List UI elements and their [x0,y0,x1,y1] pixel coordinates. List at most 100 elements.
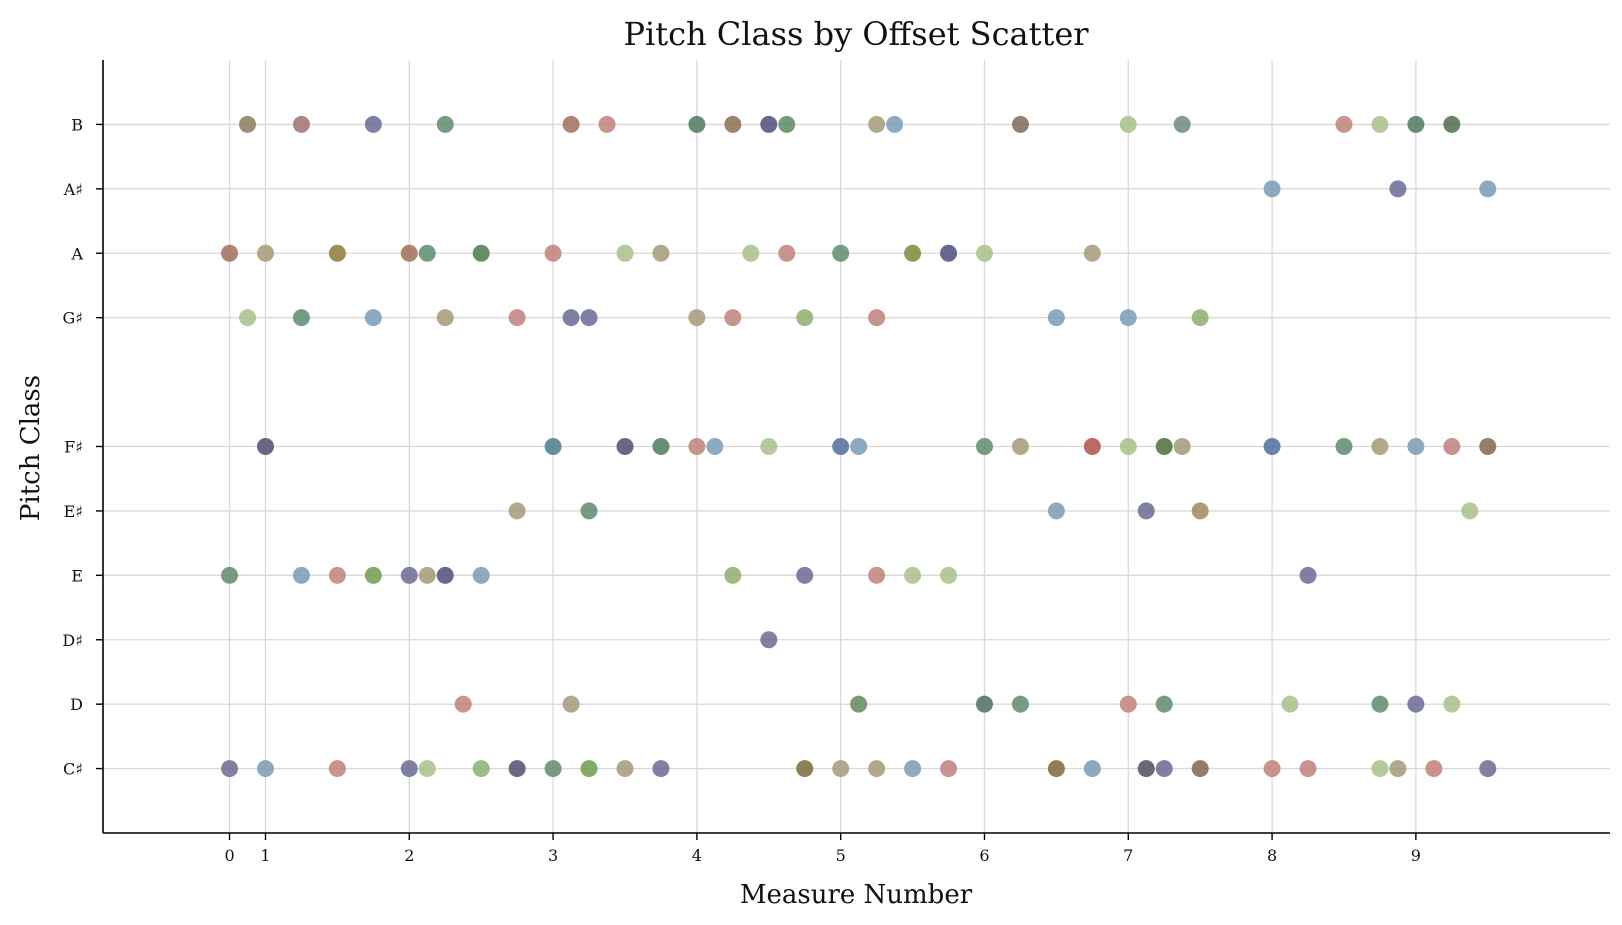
scatter-point [256,760,274,778]
x-tick-label: 7 [1123,846,1133,865]
scatter-point [1479,760,1497,778]
scatter-point [1119,309,1137,327]
scatter-point [418,566,436,584]
scatter-point [1443,695,1461,713]
scatter-point [904,760,922,778]
scatter-point [778,115,796,133]
scatter-point [454,695,472,713]
y-axis-label: Pitch Class [16,375,46,521]
y-tick-label: A [70,244,83,263]
scatter-point [1443,438,1461,455]
scatter-point [1407,695,1425,713]
scatter-point [868,760,886,778]
scatter-point [364,566,382,584]
scatter-point [1083,244,1101,262]
scatter-point [1011,438,1029,455]
y-tick-label: F♯ [64,438,83,457]
scatter-point [1155,760,1173,778]
x-tick-label: 3 [548,846,558,865]
scatter-point [652,438,670,455]
scatter-point [975,244,993,262]
scatter-point [1389,760,1407,778]
scatter-point [472,566,490,584]
scatter-point [544,244,562,262]
scatter-point [544,438,562,455]
scatter-point [436,309,454,327]
scatter-point [760,631,778,649]
scatter-point [940,244,958,262]
scatter-point [1173,438,1191,455]
scatter-point [1371,115,1389,133]
y-tick-label: B [71,115,83,134]
scatter-point [436,115,454,133]
scatter-point [400,244,418,262]
scatter-point [652,760,670,778]
scatter-point [328,566,346,584]
scatter-point [832,760,850,778]
scatter-point [688,309,706,327]
scatter-point [400,760,418,778]
scatter-point [1263,180,1281,198]
scatter-point [868,115,886,133]
scatter-point [418,760,436,778]
scatter-point [292,566,310,584]
y-ticks: C♯ D D♯ E E♯ F♯ G♯ A A♯ B [62,115,103,779]
x-tick-label: 9 [1411,846,1421,865]
y-tick-label: C♯ [63,760,83,779]
y-tick-label: D [70,695,83,714]
scatter-point [1011,695,1029,713]
scatter-point [418,244,436,262]
scatter-point [796,309,814,327]
scatter-point [1371,760,1389,778]
scatter-point [1371,695,1389,713]
scatter-point [1137,760,1155,778]
scatter-point [796,566,814,584]
x-ticks: 0 1 2 3 4 5 6 7 8 9 [224,833,1421,865]
scatter-point [868,309,886,327]
scatter-point [1083,438,1101,455]
scatter-point [1191,502,1209,520]
scatter-point [562,695,580,713]
scatter-point [1191,309,1209,327]
x-tick-label: 5 [836,846,846,865]
scatter-point [1047,760,1065,778]
scatter-point [616,244,634,262]
data-points [221,115,1497,778]
scatter-point [1281,695,1299,713]
scatter-point [472,244,490,262]
scatter-point [616,760,634,778]
x-tick-label: 0 [224,846,234,865]
scatter-point [364,309,382,327]
x-tick-label: 6 [979,846,989,865]
scatter-point [904,244,922,262]
scatter-point [1425,760,1443,778]
scatter-point [1263,760,1281,778]
y-tick-label: G♯ [62,309,83,328]
scatter-point [760,438,778,455]
scatter-point [760,115,778,133]
scatter-point [1011,115,1029,133]
scatter-point [724,309,742,327]
scatter-point [1479,438,1497,455]
scatter-point [1479,180,1497,198]
scatter-point [580,309,598,327]
scatter-point [1407,438,1425,455]
scatter-point [724,566,742,584]
scatter-point [239,115,257,133]
scatter-point [1389,180,1407,198]
scatter-point [1173,115,1191,133]
scatter-point [1407,115,1425,133]
scatter-point [1335,438,1353,455]
x-axis-label: Measure Number [740,880,973,910]
scatter-point [886,115,904,133]
scatter-point [256,438,274,455]
scatter-point [221,760,239,778]
scatter-point [221,566,239,584]
scatter-point [562,115,580,133]
scatter-point [292,115,310,133]
scatter-point [1155,695,1173,713]
scatter-point [975,695,993,713]
scatter-point [1083,760,1101,778]
scatter-point [1137,502,1155,520]
scatter-point [652,244,670,262]
